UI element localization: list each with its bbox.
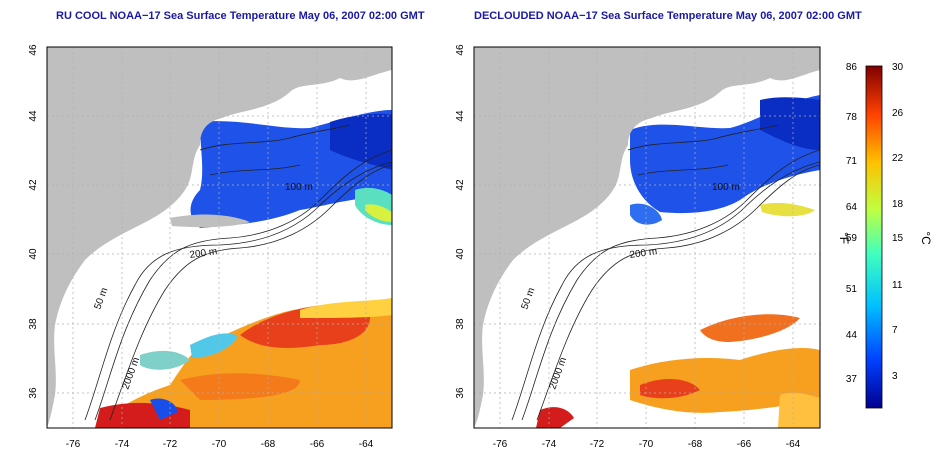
lat-tick: 46	[455, 44, 466, 56]
c-tick: 26	[892, 108, 904, 119]
bathymetry-contours	[511, 124, 820, 421]
lon-tick: -76	[493, 439, 508, 450]
fahrenheit-unit-label: °F	[837, 232, 851, 244]
lon-tick: -74	[542, 439, 557, 450]
contour-label-100m: 100 m	[285, 182, 313, 193]
left-lon-axis: -76 -74 -72 -70 -68 -66 -64	[66, 439, 374, 450]
map-grid	[474, 47, 820, 428]
lon-tick: -68	[261, 439, 276, 450]
land-mass	[474, 47, 820, 428]
lat-tick: 44	[28, 110, 39, 122]
c-tick: 30	[892, 62, 904, 73]
left-lat-axis: 36 38 40 42 44 46	[28, 44, 39, 399]
lat-tick: 42	[455, 179, 466, 191]
lat-tick: 36	[28, 387, 39, 399]
lon-tick: -64	[786, 439, 801, 450]
lon-tick: -64	[359, 439, 374, 450]
lon-tick: -72	[163, 439, 178, 450]
c-tick: 3	[892, 371, 898, 382]
temperature-colorbar: 86 78 71 64 59 51 44 37 30 26 22 18 15 1…	[837, 62, 933, 409]
lon-tick: -70	[639, 439, 654, 450]
right-lon-axis: -76 -74 -72 -70 -68 -66 -64	[493, 439, 801, 450]
contour-label-200m: 200 m	[189, 246, 218, 261]
lat-tick: 44	[455, 110, 466, 122]
f-tick: 44	[846, 330, 858, 341]
contour-label-100m: 100 m	[712, 182, 740, 193]
f-tick: 64	[846, 202, 858, 213]
celsius-ticks: 30 26 22 18 15 11 7 3	[892, 62, 904, 382]
lat-tick: 36	[455, 387, 466, 399]
right-map-panel: 200 m 100 m 50 m 2000 m -76 -74 -72 -70 …	[455, 44, 821, 450]
c-tick: 18	[892, 199, 904, 210]
f-tick: 37	[846, 374, 858, 385]
lat-tick: 46	[28, 44, 39, 56]
c-tick: 22	[892, 153, 904, 164]
lon-tick: -66	[310, 439, 325, 450]
f-tick: 51	[846, 284, 858, 295]
map-grid	[47, 47, 392, 428]
lon-tick: -74	[115, 439, 130, 450]
c-tick: 11	[892, 280, 903, 291]
lat-tick: 40	[28, 248, 39, 260]
c-tick: 15	[892, 233, 904, 244]
f-tick: 59	[846, 233, 858, 244]
lon-tick: -66	[737, 439, 752, 450]
f-tick: 71	[846, 156, 858, 167]
lat-tick: 38	[455, 318, 466, 330]
f-tick: 78	[846, 112, 858, 123]
land-mass	[47, 47, 392, 428]
cold-water-region	[630, 95, 820, 225]
left-panel-title: RU COOL NOAA−17 Sea Surface Temperature …	[56, 10, 425, 22]
f-tick: 86	[846, 62, 858, 73]
c-tick: 7	[892, 325, 898, 336]
gulf-stream-warm-region	[95, 298, 392, 428]
celsius-unit-label: °C	[919, 231, 933, 245]
lon-tick: -72	[590, 439, 605, 450]
lat-tick: 40	[455, 248, 466, 260]
fahrenheit-ticks: 86 78 71 64 59 51 44 37	[846, 62, 858, 385]
gulf-stream-warm-region	[536, 314, 820, 428]
lon-tick: -76	[66, 439, 81, 450]
contour-label-200m: 200 m	[629, 246, 658, 261]
lon-tick: -70	[212, 439, 227, 450]
lat-tick: 38	[28, 318, 39, 330]
right-lat-axis: 36 38 40 42 44 46	[455, 44, 466, 399]
right-panel-title: DECLOUDED NOAA−17 Sea Surface Temperatur…	[474, 10, 862, 22]
lon-tick: -68	[688, 439, 703, 450]
lat-tick: 42	[28, 179, 39, 191]
left-map-panel: 200 m 100 m 50 m 2000 m -76 -74 -72 -70 …	[28, 44, 393, 450]
